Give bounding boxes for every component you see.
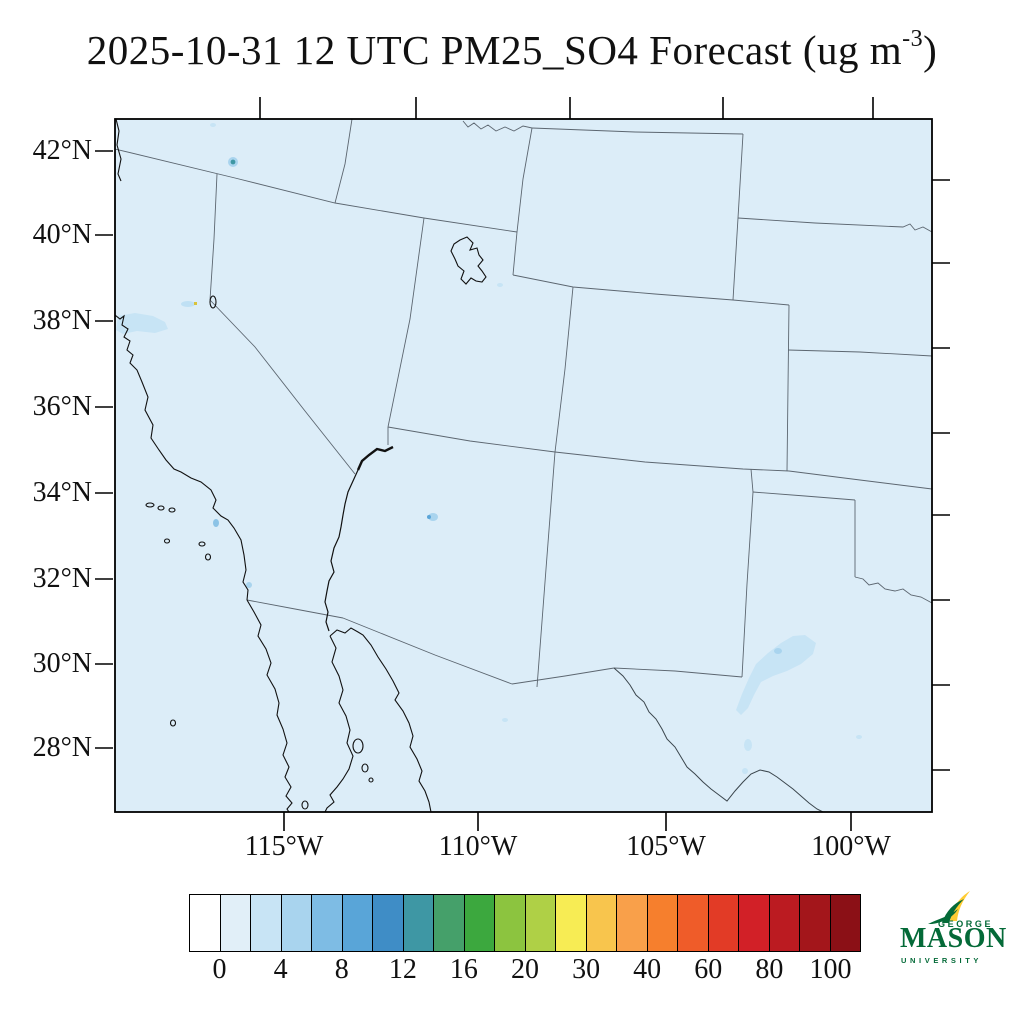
colorbar-tick-label: 60 [694, 954, 723, 985]
colorbar-cell [707, 895, 738, 951]
lat-label-28n: 28°N [32, 732, 92, 763]
lakes [209, 236, 487, 309]
map-frame [114, 118, 933, 813]
lat-label-34n: 34°N [32, 477, 92, 508]
colorbar-tick-label: 4 [273, 954, 288, 985]
colorbar-cell [250, 895, 281, 951]
gmu-logo-mason: MASON [900, 923, 1007, 954]
colorbar-tick-label: 30 [572, 954, 601, 985]
gmu-logo-george: GEORGE [938, 919, 994, 929]
colorbar-cell [829, 895, 860, 951]
colorbar-cells [190, 895, 860, 951]
colorbar-tick-label: 80 [755, 954, 784, 985]
colorbar-cell [646, 895, 677, 951]
rio-grande-river [613, 667, 824, 812]
colorbar-cell [555, 895, 586, 951]
lat-label-30n: 30°N [32, 648, 92, 679]
gmu-flame-icon [928, 891, 970, 924]
lake-tahoe [209, 295, 217, 309]
colorbar-tick-label: 8 [334, 954, 349, 985]
lon-label-110w: 110°W [438, 831, 518, 862]
lat-label-40n: 40°N [32, 219, 92, 250]
colorbar-cell [799, 895, 830, 951]
colorbar-cell [494, 895, 525, 951]
colorbar-tick-label: 16 [449, 954, 478, 985]
lon-label-115w: 115°W [244, 831, 324, 862]
colorbar-cell [738, 895, 769, 951]
colorbar [189, 894, 861, 952]
colorbar-tick-label: 20 [511, 954, 539, 985]
colorbar-cell [341, 895, 372, 951]
lon-label-100w: 100°W [811, 831, 891, 862]
colorbar-cell [616, 895, 647, 951]
colorbar-cell [433, 895, 464, 951]
lat-label-32n: 32°N [32, 563, 92, 594]
colorbar-cell [280, 895, 311, 951]
colorbar-cell [372, 895, 403, 951]
colorbar-tick-label: 12 [388, 954, 417, 985]
colorbar-cell [677, 895, 708, 951]
gmu-logo: GEORGE MASON UNIVERSITY [898, 891, 1016, 969]
page-title: 2025-10-31 12 UTC PM25_SO4 Forecast (ug … [86, 26, 938, 73]
lon-label-105w: 105°W [626, 831, 706, 862]
colorbar-tick-label: 100 [809, 954, 852, 985]
colorbar-cell [524, 895, 555, 951]
axis-ticks [95, 97, 950, 831]
lat-label-38n: 38°N [32, 305, 92, 336]
lat-label-42n: 42°N [32, 135, 92, 166]
colorbar-cell [585, 895, 616, 951]
colorbar-labels: 0 4 8 12 16 20 30 40 60 80 100 [189, 954, 861, 988]
state-borders [115, 119, 932, 688]
gmu-logo-university: UNIVERSITY [901, 956, 983, 965]
colorbar-cell [190, 895, 220, 951]
anomaly-patches [116, 123, 862, 774]
great-salt-lake [450, 236, 487, 285]
colorbar-cell [311, 895, 342, 951]
colorbar-cell [463, 895, 494, 951]
colorbar-tick-label: 40 [633, 954, 662, 985]
colorbar-tick-label: 0 [212, 954, 227, 985]
colorado-river [324, 445, 394, 632]
colorbar-cell [768, 895, 799, 951]
field-background [115, 119, 932, 812]
colorbar-cell [219, 895, 250, 951]
lat-label-36n: 36°N [32, 391, 92, 422]
coastlines [115, 119, 432, 812]
colorbar-cell [402, 895, 433, 951]
